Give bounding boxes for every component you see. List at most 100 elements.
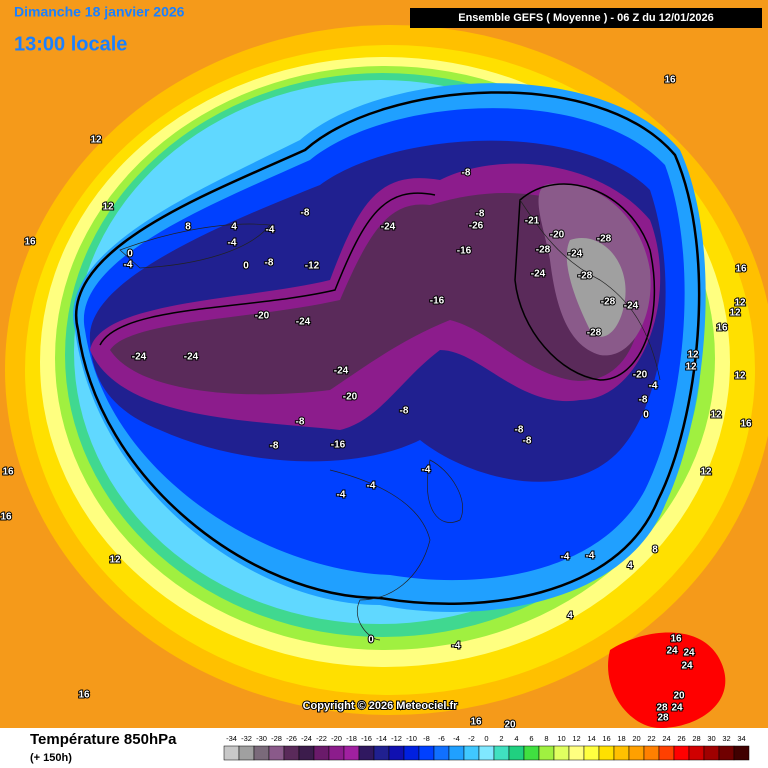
- contour-label: -16: [457, 246, 472, 257]
- colorbar-swatch: [553, 745, 570, 761]
- colorbar-swatch: [253, 745, 270, 761]
- colorbar-swatch: [268, 745, 285, 761]
- contour-label: 24: [683, 648, 695, 659]
- contour-label: -20: [550, 230, 565, 241]
- colorbar-swatch: [298, 745, 315, 761]
- colorbar-swatch: [313, 745, 330, 761]
- contour-label: -4: [337, 490, 346, 501]
- contour-labels: -24-24-24-24-20-12-8-8-8-8-26-16-16-24-2…: [0, 74, 753, 732]
- colorbar-swatch: [628, 745, 645, 761]
- contour-label: 24: [681, 661, 693, 672]
- colorbar-swatch: [688, 745, 705, 761]
- colorbar-label: -32: [241, 734, 252, 743]
- contour-label: -4: [228, 238, 237, 249]
- colorbar-label: -16: [361, 734, 372, 743]
- colorbar-label: -22: [316, 734, 327, 743]
- contour-label: -24: [184, 352, 199, 363]
- colorbar-swatch: [238, 745, 255, 761]
- colorbar-swatch: [673, 745, 690, 761]
- colorbar-label: 18: [617, 734, 625, 743]
- field-band: [608, 632, 726, 728]
- contour-label: 12: [734, 298, 746, 309]
- contour-label: 4: [627, 561, 633, 572]
- contour-label: 24: [671, 703, 683, 714]
- colorbar-swatch: [703, 745, 720, 761]
- contour-label: 12: [734, 371, 746, 382]
- contour-label: -28: [597, 234, 612, 245]
- colorbar-swatch: [568, 745, 585, 761]
- colorbar-swatch: [328, 745, 345, 761]
- contour-label: 0: [127, 249, 133, 260]
- contour-label: 16: [670, 634, 682, 645]
- contour-label: -16: [331, 440, 346, 451]
- contour-label: -8: [476, 209, 485, 220]
- contour-label: -8: [296, 417, 305, 428]
- colorbar-label: -14: [376, 734, 387, 743]
- colorbar-swatch: [418, 745, 435, 761]
- contour-label: -4: [422, 465, 431, 476]
- contour-label: 12: [102, 202, 114, 213]
- colorbar-label: 20: [632, 734, 640, 743]
- contour-label: -24: [624, 301, 639, 312]
- colorbar-label: -6: [438, 734, 445, 743]
- contour-label: -28: [536, 245, 551, 256]
- colorbar-label: 2: [499, 734, 503, 743]
- contour-label: 28: [657, 713, 669, 724]
- colorbar-label: 14: [587, 734, 595, 743]
- contour-label: -20: [343, 392, 358, 403]
- colorbar-swatch: [598, 745, 615, 761]
- colorbar-label: -10: [406, 734, 417, 743]
- colorbar-swatch: [433, 745, 450, 761]
- local-time: 13:00 locale: [14, 33, 127, 55]
- colorbar-label: -20: [331, 734, 342, 743]
- zero-isotherm: [74, 91, 701, 606]
- colorbar-swatch: [343, 745, 360, 761]
- contour-label: 16: [78, 690, 90, 701]
- contour-label: -8: [400, 406, 409, 417]
- field-band: [566, 238, 626, 337]
- contour-label: -4: [649, 381, 658, 392]
- colorbar-label: -4: [453, 734, 460, 743]
- contour-label: 12: [729, 308, 741, 319]
- date-title: Dimanche 18 janvier 2026: [14, 4, 185, 20]
- field-band: [110, 193, 642, 395]
- contour-label: 8: [185, 222, 191, 233]
- contour-label: -4: [367, 481, 376, 492]
- colorbar-label: 34: [737, 734, 745, 743]
- coastline: [426, 459, 463, 523]
- contour-label: 4: [567, 611, 573, 622]
- colorbar-label: -28: [271, 734, 282, 743]
- colorbar-swatch: [283, 745, 300, 761]
- contour-label: -4: [266, 225, 275, 236]
- colorbar-label: 8: [544, 734, 548, 743]
- contour-label: 16: [716, 323, 728, 334]
- colorbar-label: 4: [514, 734, 518, 743]
- colorbar-swatch: [373, 745, 390, 761]
- contour-label: 16: [664, 75, 676, 86]
- colorbar-label: -24: [301, 734, 312, 743]
- colorbar-label: -8: [423, 734, 430, 743]
- colorbar-label: -12: [391, 734, 402, 743]
- contour-label: -28: [587, 328, 602, 339]
- contour-label: -12: [305, 261, 320, 272]
- colorbar-label: 12: [572, 734, 580, 743]
- colorbar-swatch: [478, 745, 495, 761]
- contour-label: -21: [525, 216, 540, 227]
- colorbar-label: -2: [468, 734, 475, 743]
- colorbar-label: 32: [722, 734, 730, 743]
- colorbar-swatch: [733, 745, 750, 761]
- contour-label: -8: [523, 436, 532, 447]
- colorbar-swatch: [388, 745, 405, 761]
- contour-label: -16: [430, 296, 445, 307]
- colorbar-swatch: [508, 745, 525, 761]
- legend-lead: (+ 150h): [30, 752, 72, 764]
- colorbar-label: -34: [226, 734, 237, 743]
- colorbar-label: 22: [647, 734, 655, 743]
- contour-label: 16: [470, 717, 482, 728]
- colorbar-swatch: [523, 745, 540, 761]
- contour-label: 16: [735, 264, 747, 275]
- colorbar-swatch: [223, 745, 240, 761]
